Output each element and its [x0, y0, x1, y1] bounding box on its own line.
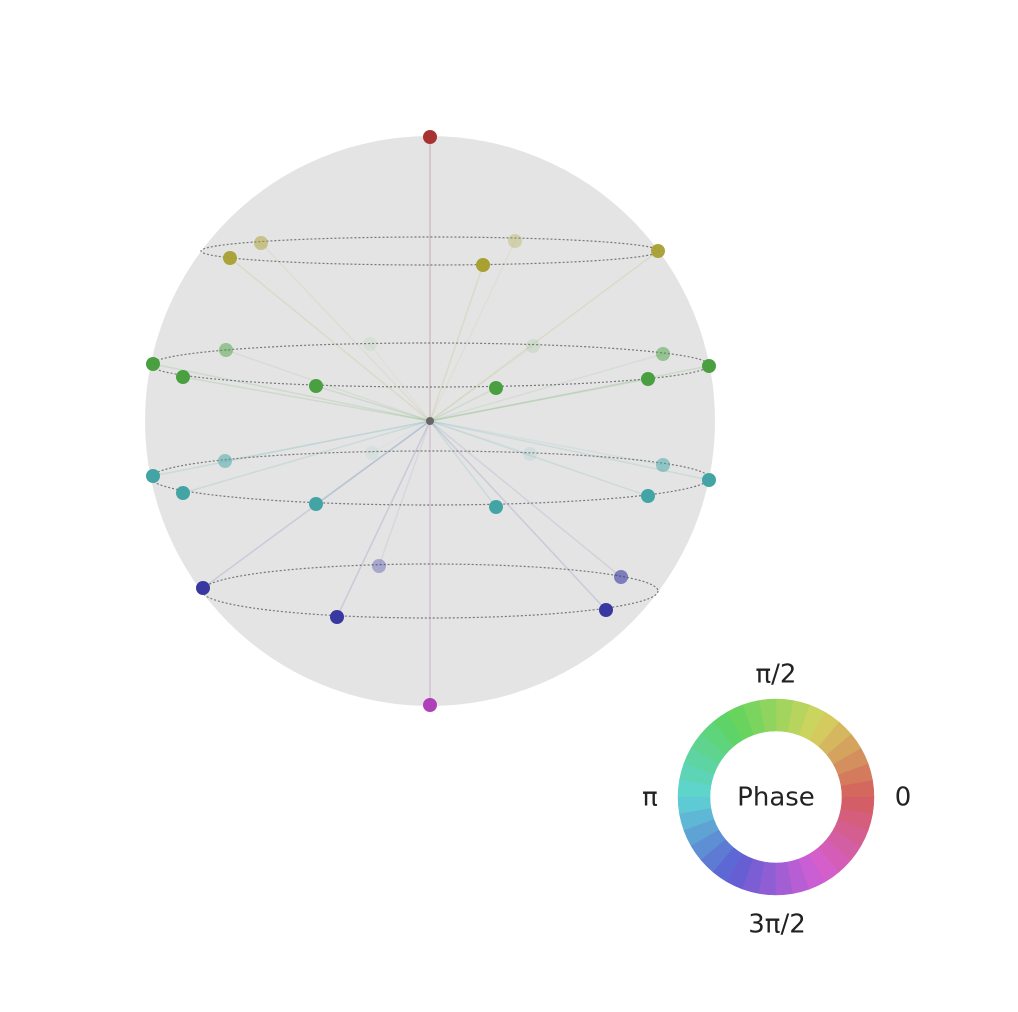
state-point [176, 370, 190, 384]
ray [429, 353, 664, 422]
state-point [508, 234, 522, 248]
state-point [656, 347, 670, 361]
state-point [309, 379, 323, 393]
phase-label-left: π [642, 783, 658, 813]
ray [429, 345, 534, 422]
state-point [599, 603, 613, 617]
ray [429, 365, 710, 422]
ray [152, 363, 431, 422]
ray [429, 420, 649, 497]
ray [378, 420, 431, 567]
state-points [146, 130, 716, 712]
state-point [476, 258, 490, 272]
state-point [526, 339, 540, 353]
state-point [146, 357, 160, 371]
ray [315, 420, 431, 505]
state-point [702, 473, 716, 487]
phase-label-bottom: 3π/2 [748, 910, 806, 940]
state-point [363, 337, 377, 351]
state-point [489, 500, 503, 514]
ray [315, 385, 431, 422]
state-point [309, 497, 323, 511]
ray [225, 349, 431, 422]
phase-wheel [677, 698, 875, 896]
state-point [146, 469, 160, 483]
state-point [489, 381, 503, 395]
ray [229, 257, 431, 422]
state-point [614, 570, 628, 584]
ray [429, 378, 649, 422]
state-point [218, 454, 232, 468]
state-point [330, 610, 344, 624]
phase-label-top: π/2 [756, 660, 797, 690]
state-point [641, 372, 655, 386]
state-point [176, 486, 190, 500]
ray [429, 420, 531, 455]
state-point [423, 130, 437, 144]
state-point [219, 343, 233, 357]
state-point [641, 489, 655, 503]
rays [152, 137, 710, 705]
ray [224, 420, 431, 462]
phase-segment [840, 796, 875, 815]
state-point [523, 447, 537, 461]
ray [429, 420, 497, 508]
state-point [372, 559, 386, 573]
ray [429, 420, 622, 578]
state-point [223, 251, 237, 265]
ray [429, 387, 497, 422]
state-point [254, 236, 268, 250]
ray [429, 420, 664, 466]
ray [152, 420, 431, 477]
center-dot [426, 417, 434, 425]
ray [336, 420, 431, 618]
state-point [423, 698, 437, 712]
state-point [365, 446, 379, 460]
ray [182, 420, 431, 494]
state-point [651, 244, 665, 258]
ray [429, 420, 607, 611]
ray [182, 376, 431, 422]
state-point [196, 581, 210, 595]
phase-center-label: Phase [737, 783, 815, 813]
ray [260, 242, 431, 422]
state-point [656, 458, 670, 472]
ray [429, 240, 516, 422]
state-point [702, 359, 716, 373]
ray [429, 250, 659, 422]
phase-label-right: 0 [895, 783, 912, 813]
